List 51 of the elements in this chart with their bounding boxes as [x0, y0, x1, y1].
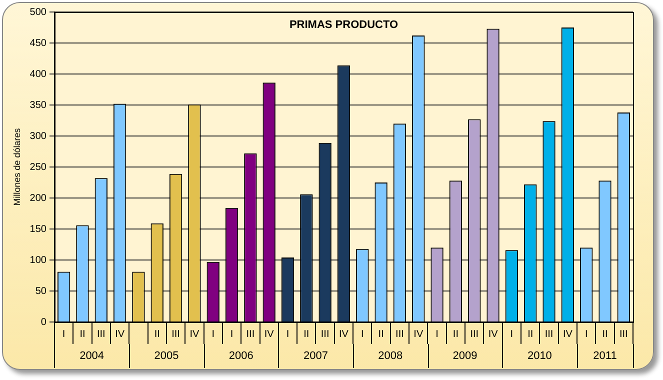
x-tick-label: III: [246, 328, 255, 340]
text: 2004: [80, 350, 104, 362]
text: 2010: [527, 350, 552, 362]
x-tick-label: I: [436, 328, 438, 340]
x-tick-label: II: [154, 328, 160, 340]
x-tick-label: IV: [190, 328, 200, 340]
y-tick-label: 500: [30, 6, 47, 18]
y-tick-label: 400: [30, 68, 47, 80]
x-tick-label: II: [80, 328, 86, 340]
x-tick-label: I: [584, 328, 588, 340]
x-tick-label: III: [96, 328, 106, 340]
text: 2009: [452, 350, 478, 362]
y-tick-label: 250: [30, 162, 47, 173]
text: PRIMAS PRODUCTO: [289, 19, 398, 32]
y-axis-title: Millones de dólares: [12, 128, 22, 206]
x-tick-label: I: [361, 328, 364, 340]
x-tick-label: IV: [488, 328, 498, 340]
x-tick-label: I: [230, 328, 234, 340]
x-tick-label: IV: [339, 328, 349, 340]
x-tick-label: II: [378, 328, 384, 340]
y-tick-label: 350: [30, 100, 47, 111]
x-tick-label: IV: [414, 328, 424, 340]
x-tick-label: IV: [264, 328, 274, 340]
y-tick-label: 300: [30, 130, 47, 142]
x-tick-label: III: [172, 328, 180, 340]
x-tick-label: III: [619, 328, 628, 340]
x-tick-label: I: [62, 328, 66, 340]
x-tick-label: I: [510, 328, 514, 340]
x-tick-label: IV: [562, 328, 573, 340]
y-tick-label: 0: [40, 316, 47, 328]
x-tick-label: II: [602, 328, 608, 340]
x-tick-label: III: [396, 328, 404, 340]
y-tick-label: 450: [30, 38, 47, 49]
y-tick-label: 150: [30, 224, 47, 235]
x-tick-label: III: [470, 328, 479, 340]
y-tick-label: 100: [30, 254, 47, 266]
x-tick-label: II: [528, 328, 534, 340]
x-tick-label: III: [320, 328, 330, 340]
text: 2007: [304, 350, 328, 362]
x-tick-label: II: [452, 328, 458, 340]
x-tick-label: I: [212, 328, 214, 340]
text: 2006: [228, 350, 254, 362]
x-tick-label: III: [544, 328, 554, 340]
text: 2008: [378, 350, 403, 362]
y-tick-label: 50: [35, 286, 47, 297]
x-tick-label: II: [304, 328, 310, 340]
x-tick-label: I: [286, 328, 290, 340]
text: 2011: [593, 350, 617, 362]
text: 2005: [154, 350, 179, 362]
x-tick-label: IV: [115, 328, 125, 340]
y-tick-label: 200: [30, 192, 47, 204]
